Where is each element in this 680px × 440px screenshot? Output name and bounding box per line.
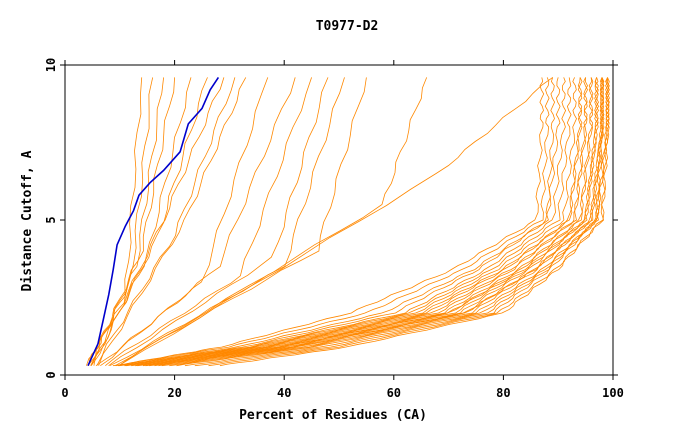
series-line xyxy=(135,77,588,367)
series-line xyxy=(142,77,594,367)
series-line xyxy=(105,77,312,367)
axis-ticks: 0 20 40 60 80 100 0 5 10 xyxy=(44,58,624,400)
series-line xyxy=(219,77,610,367)
series-line xyxy=(90,77,225,366)
series-line xyxy=(95,77,269,367)
series-line xyxy=(161,77,605,367)
series-line xyxy=(86,77,154,366)
x-tick-label: 20 xyxy=(167,386,181,400)
x-tick-label: 60 xyxy=(387,386,401,400)
series-line xyxy=(208,77,610,367)
series-line xyxy=(118,77,428,367)
x-tick-label: 100 xyxy=(602,386,624,400)
series-line xyxy=(87,77,164,366)
series-line xyxy=(96,77,236,366)
series-line xyxy=(108,77,329,367)
series-line xyxy=(194,77,610,367)
y-tick-label: 0 xyxy=(44,371,58,378)
series-line xyxy=(112,77,545,367)
series-line xyxy=(118,77,553,367)
series-line xyxy=(176,77,605,367)
series-line xyxy=(158,77,605,367)
series-line xyxy=(88,77,143,366)
chart-title: T0977-D2 xyxy=(316,19,379,34)
plot-curves xyxy=(86,76,610,367)
y-tick-label: 5 xyxy=(44,216,58,223)
y-axis-label: Distance Cutoff, A xyxy=(20,150,35,291)
x-axis-label: Percent of Residues (CA) xyxy=(239,408,427,423)
x-tick-label: 40 xyxy=(277,386,291,400)
series-line xyxy=(118,77,561,367)
series-line xyxy=(137,77,594,367)
series-line xyxy=(90,77,175,366)
series-line xyxy=(135,77,588,367)
series-line xyxy=(149,77,599,367)
series-line xyxy=(118,77,556,367)
series-line xyxy=(115,77,550,367)
x-tick-label: 80 xyxy=(496,386,510,400)
series-line xyxy=(169,77,605,367)
highlight-series-line xyxy=(87,76,220,367)
series-line xyxy=(98,77,247,366)
series-line xyxy=(109,77,345,367)
series-line xyxy=(125,77,577,367)
y-tick-label: 10 xyxy=(44,58,58,72)
series-line xyxy=(114,77,367,367)
x-tick-label: 0 xyxy=(61,386,68,400)
series-line xyxy=(100,77,296,367)
series-line xyxy=(93,77,192,366)
